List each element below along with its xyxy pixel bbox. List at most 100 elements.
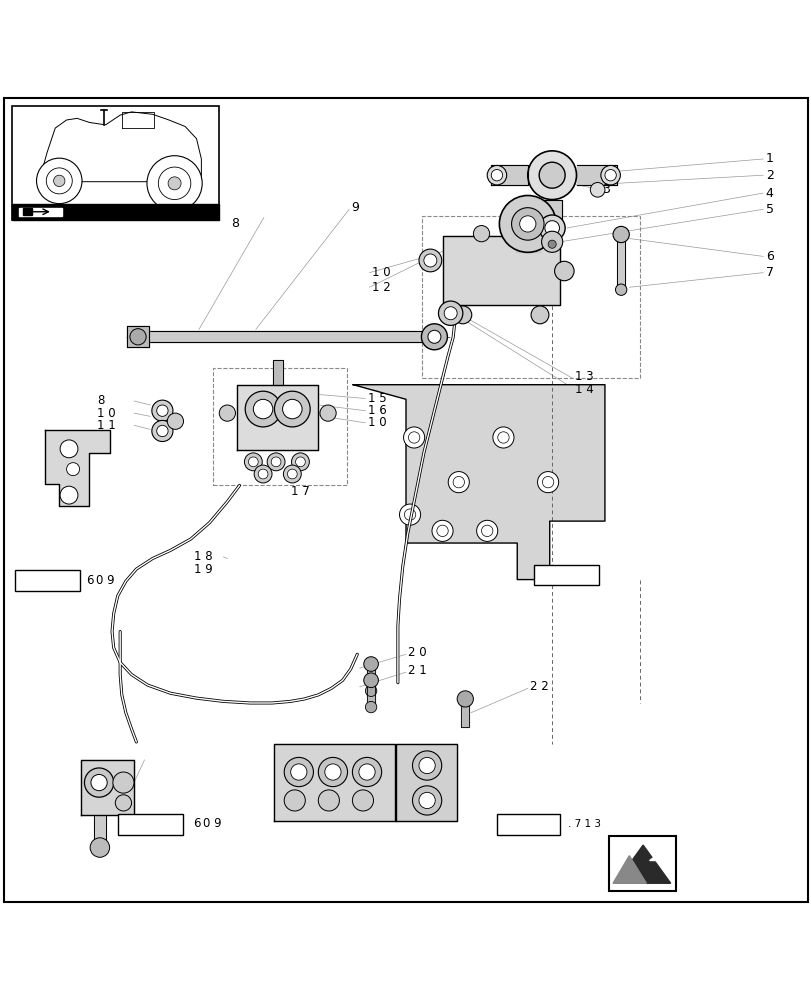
Text: 1 0: 1 0 <box>371 266 390 279</box>
Polygon shape <box>237 385 318 450</box>
Text: 1 1: 1 1 <box>97 419 116 432</box>
Text: 1 3: 1 3 <box>574 370 593 383</box>
Bar <box>608 836 675 891</box>
Circle shape <box>365 685 376 697</box>
Circle shape <box>91 774 107 791</box>
Polygon shape <box>396 744 457 821</box>
Circle shape <box>453 476 464 488</box>
Circle shape <box>253 399 272 419</box>
Circle shape <box>54 175 65 187</box>
Circle shape <box>554 261 573 281</box>
Circle shape <box>318 790 339 811</box>
Circle shape <box>487 165 506 185</box>
Text: 9: 9 <box>350 201 358 214</box>
Polygon shape <box>491 165 527 185</box>
Text: 0 9: 0 9 <box>96 574 114 587</box>
Circle shape <box>282 399 302 419</box>
Circle shape <box>453 306 471 324</box>
Circle shape <box>60 486 78 504</box>
Circle shape <box>527 151 576 200</box>
Circle shape <box>418 757 435 774</box>
Polygon shape <box>146 331 438 342</box>
Text: 1 2: 1 2 <box>371 281 390 294</box>
Circle shape <box>46 168 72 194</box>
Circle shape <box>473 226 489 242</box>
Circle shape <box>60 440 78 458</box>
Bar <box>534 565 599 585</box>
Polygon shape <box>81 760 134 815</box>
Text: 1 5: 1 5 <box>367 392 386 405</box>
Bar <box>15 570 79 591</box>
Polygon shape <box>353 385 604 580</box>
Text: 8: 8 <box>97 394 105 407</box>
Text: 2 0: 2 0 <box>408 646 427 659</box>
Circle shape <box>352 757 381 787</box>
Circle shape <box>358 764 375 780</box>
Text: 1 8: 1 8 <box>194 550 212 563</box>
Circle shape <box>90 838 109 857</box>
Text: 2 1: 2 1 <box>408 664 427 677</box>
Polygon shape <box>616 237 624 287</box>
Circle shape <box>157 405 168 416</box>
Circle shape <box>67 463 79 476</box>
Circle shape <box>320 405 336 421</box>
Polygon shape <box>94 815 105 843</box>
Circle shape <box>147 156 202 211</box>
Circle shape <box>152 400 173 421</box>
Bar <box>212 368 346 485</box>
Circle shape <box>511 208 543 240</box>
Circle shape <box>84 768 114 797</box>
Bar <box>422 216 639 378</box>
Circle shape <box>291 453 309 471</box>
Polygon shape <box>272 360 282 385</box>
Circle shape <box>418 792 435 809</box>
Circle shape <box>404 509 415 520</box>
Circle shape <box>267 453 285 471</box>
Text: 2: 2 <box>765 169 773 182</box>
Polygon shape <box>18 206 63 217</box>
Circle shape <box>271 457 281 467</box>
Text: 1: 1 <box>765 152 773 165</box>
Circle shape <box>544 221 559 235</box>
Text: 6: 6 <box>765 250 773 263</box>
Circle shape <box>438 301 462 325</box>
Circle shape <box>115 795 131 811</box>
Text: 1 . 6 8: 1 . 6 8 <box>120 819 153 829</box>
Circle shape <box>219 405 235 421</box>
Text: 1 6: 1 6 <box>367 404 386 417</box>
Circle shape <box>547 240 556 248</box>
Circle shape <box>274 391 310 427</box>
Circle shape <box>497 432 508 443</box>
Circle shape <box>612 226 629 243</box>
Circle shape <box>457 691 473 707</box>
Polygon shape <box>461 701 469 727</box>
Circle shape <box>492 427 513 448</box>
Circle shape <box>403 427 424 448</box>
Text: 4: 4 <box>765 187 773 200</box>
Polygon shape <box>442 236 560 305</box>
Polygon shape <box>274 744 394 821</box>
Circle shape <box>283 465 301 483</box>
Text: 6: 6 <box>86 574 93 587</box>
Circle shape <box>295 457 305 467</box>
Bar <box>118 814 182 835</box>
Polygon shape <box>127 326 148 347</box>
Polygon shape <box>19 208 62 216</box>
Circle shape <box>167 413 183 429</box>
Circle shape <box>258 469 268 479</box>
Circle shape <box>542 476 553 488</box>
Circle shape <box>36 158 82 204</box>
Text: 6: 6 <box>193 817 200 830</box>
Circle shape <box>244 453 262 471</box>
Circle shape <box>491 170 502 181</box>
Polygon shape <box>367 666 375 688</box>
Circle shape <box>284 790 305 811</box>
Circle shape <box>423 254 436 267</box>
Circle shape <box>113 772 134 793</box>
Text: 1 . 8 2: 1 . 8 2 <box>499 819 532 829</box>
Circle shape <box>615 284 626 295</box>
Polygon shape <box>542 200 561 224</box>
Circle shape <box>539 215 564 241</box>
Text: 1 . 6 8: 1 . 6 8 <box>18 575 51 585</box>
Text: 1 0: 1 0 <box>97 407 116 420</box>
